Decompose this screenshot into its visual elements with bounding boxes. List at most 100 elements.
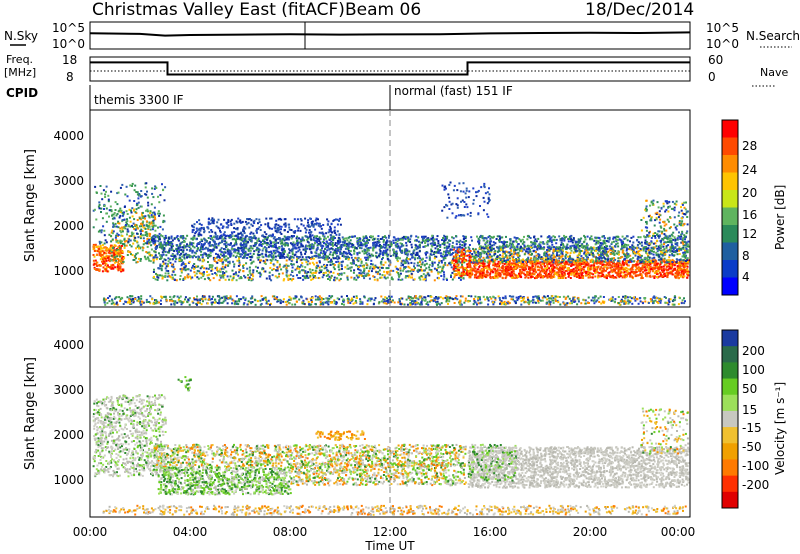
power-cell-2176	[250, 240, 253, 243]
power-cell-3173	[283, 264, 286, 267]
power-cell-2693	[322, 272, 325, 275]
power-cell-3965	[103, 297, 106, 300]
power-cell-1764	[396, 240, 399, 243]
power-cell-479	[129, 251, 132, 254]
power-cell-3692	[104, 298, 107, 301]
power-cell-447	[146, 256, 149, 259]
power-cell-2027	[405, 248, 408, 251]
power-cell-3545	[361, 301, 364, 304]
power-cell-3021	[240, 277, 243, 280]
power-cell-2836	[430, 270, 433, 273]
power-cell-4726	[680, 262, 683, 265]
power-cell-4179	[436, 303, 438, 306]
nave-label: Nave	[760, 66, 788, 79]
power-cell-1858	[283, 235, 286, 238]
power-cell-1888	[282, 248, 285, 251]
power-cell-136	[116, 265, 119, 268]
power-cell-1004	[334, 252, 337, 255]
power-cell-1805	[441, 242, 444, 245]
power-cell-561	[129, 239, 132, 242]
power-cell-3487	[195, 231, 198, 233]
power-cell-881	[307, 237, 310, 240]
power-cell-1583	[164, 244, 167, 247]
power-cell-4219	[237, 303, 240, 306]
power-cell-896	[366, 250, 369, 253]
power-cell-4006	[593, 302, 596, 305]
power-cell-1232	[396, 246, 399, 249]
power-cell-3972	[355, 297, 358, 299]
power-cell-4717	[640, 275, 643, 278]
power-cell-1673	[430, 250, 433, 253]
power-cell-330	[151, 215, 153, 218]
power-cell-2201	[269, 253, 272, 256]
power-cell-476	[121, 226, 124, 229]
power-cell-2776	[390, 269, 392, 272]
power-cell-1937	[173, 237, 176, 240]
power-cell-1820	[234, 251, 237, 254]
power-cell-1191	[285, 243, 288, 246]
power-cell-368	[148, 251, 151, 254]
power-cell-4205	[295, 300, 298, 303]
power-cell-3135	[173, 268, 176, 271]
power-cell-154	[113, 261, 116, 264]
power-cell-3706	[420, 302, 423, 304]
power-cell-435	[127, 250, 130, 253]
power-cell-1569	[324, 253, 326, 256]
power-cell-3322	[237, 217, 240, 220]
power-cell-655	[140, 205, 143, 208]
power-cell-3267	[327, 231, 330, 234]
power-cell-2115	[399, 249, 402, 252]
power-cell-1553	[392, 239, 395, 242]
power-cell-1506	[427, 243, 429, 246]
power-cell-2814	[355, 278, 358, 281]
power-cell-2012	[355, 247, 358, 249]
power-cell-2562	[175, 257, 178, 260]
power-cell-4217	[208, 295, 211, 298]
power-cell-1967	[253, 235, 256, 238]
power-cell-34	[92, 263, 95, 266]
power-cell-2279	[395, 253, 398, 256]
power-cell-2092	[359, 237, 362, 240]
power-cell-1859	[446, 241, 449, 244]
power-cell-1417	[191, 255, 193, 258]
power-cell-3603	[209, 298, 212, 301]
power-cell-2141	[246, 256, 249, 259]
power-cell-1008	[324, 251, 327, 254]
power-cell-2107	[174, 255, 177, 258]
power-cell-457	[129, 244, 131, 246]
power-cell-625	[148, 225, 150, 228]
power-cell-3701	[352, 295, 355, 298]
power-cell-2956	[344, 266, 347, 269]
power-cell-3494	[315, 222, 318, 225]
power-cell-1170	[220, 236, 223, 239]
power-cell-4230	[584, 299, 587, 302]
power-cell-703	[105, 212, 108, 215]
power-cell-877	[337, 238, 340, 241]
power-cell-2166	[221, 241, 223, 244]
power-cell-1729	[213, 242, 216, 245]
power-cell-3053	[245, 262, 248, 265]
power-cell-1980	[435, 238, 438, 241]
power-cell-1238	[291, 236, 294, 239]
power-cell-565	[92, 209, 95, 212]
power-cell-1695	[211, 244, 214, 246]
power-cell-653	[144, 215, 147, 218]
power-cell-2936	[457, 258, 460, 261]
power-cell-3968	[468, 300, 471, 302]
power-cell-1574	[170, 235, 173, 238]
power-cell-3305	[283, 223, 286, 226]
power-cell-1098	[388, 234, 391, 237]
power-cell-425	[153, 250, 156, 253]
power-cell-3204	[378, 269, 381, 272]
power-cell-3161	[191, 266, 193, 269]
power-cell-4928	[643, 269, 646, 272]
power-cell-793	[376, 238, 379, 241]
power-cell-2396	[433, 261, 436, 264]
power-cell-4058	[335, 301, 338, 304]
power-cell-3925	[617, 296, 620, 298]
power-cell-4971	[488, 264, 490, 267]
power-cell-1835	[168, 249, 171, 252]
power-cell-2523	[221, 258, 224, 261]
power-cell-2350	[318, 271, 321, 274]
power-cell-3473	[314, 222, 316, 225]
